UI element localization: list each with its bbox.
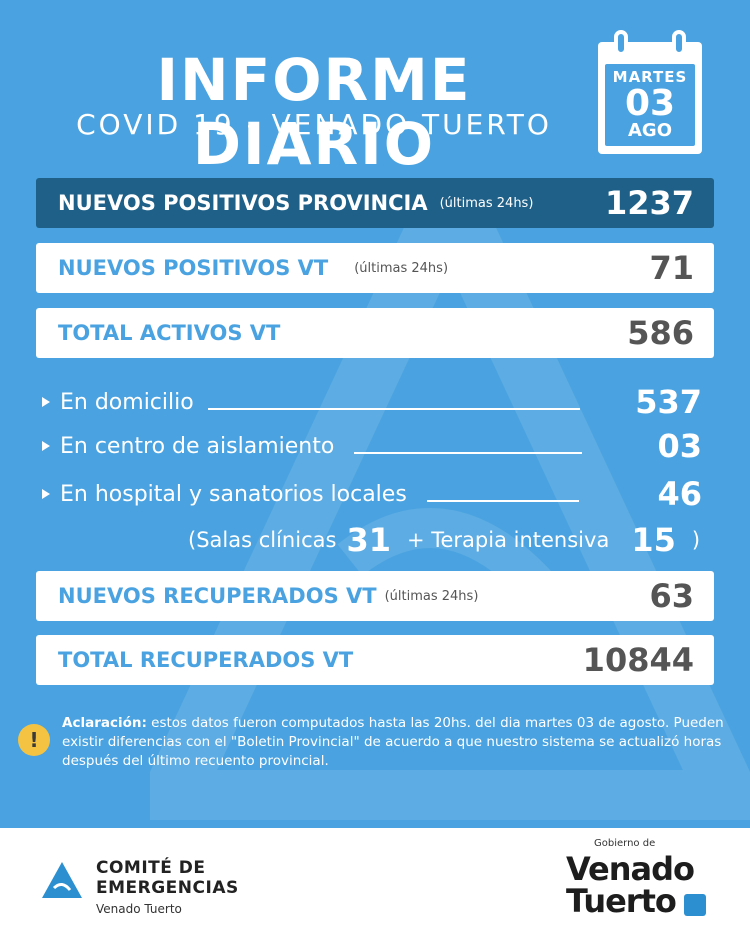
bar-label: TOTAL ACTIVOS VT bbox=[58, 321, 281, 345]
row-label: En hospital y sanatorios locales bbox=[60, 481, 407, 507]
calendar-date: MARTES 03 AGO bbox=[605, 64, 695, 146]
provincia-positives-bar: NUEVOS POSITIVOS PROVINCIA (últimas 24hs… bbox=[36, 178, 714, 228]
list-item: En centro de aislamiento 03 bbox=[42, 426, 702, 466]
row-value: 03 bbox=[657, 427, 702, 465]
comite-logo-icon bbox=[42, 862, 82, 898]
bar-label: TOTAL RECUPERADOS VT bbox=[58, 648, 354, 672]
calendar-day-number: 03 bbox=[624, 83, 676, 124]
leader-line bbox=[354, 452, 583, 454]
row-label: En domicilio bbox=[60, 389, 194, 415]
bar-note: (últimas 24hs) bbox=[384, 588, 479, 604]
bar-label: NUEVOS RECUPERADOS VT bbox=[58, 584, 377, 608]
detail-open: (Salas clínicas bbox=[188, 528, 337, 552]
comite-line3: Venado Tuerto bbox=[96, 902, 182, 916]
warning-icon: ! bbox=[18, 724, 50, 756]
bar-label: NUEVOS POSITIVOS PROVINCIA bbox=[58, 191, 428, 215]
calendar-ring-icon bbox=[672, 30, 686, 56]
bar-note: (últimas 24hs) bbox=[439, 195, 534, 211]
disclaimer-body: estos datos fueron computados hasta las … bbox=[62, 715, 724, 769]
calendar-day-name: MARTES bbox=[612, 68, 688, 86]
vt-badge-icon bbox=[684, 894, 706, 916]
row-value: 537 bbox=[635, 383, 702, 421]
disclaimer-text: Aclaración: estos datos fueron computado… bbox=[62, 714, 730, 771]
gobierno-logo: Gobierno de Venado Tuerto bbox=[566, 838, 716, 922]
list-item: En domicilio 537 bbox=[42, 382, 702, 422]
list-item: En hospital y sanatorios locales 46 bbox=[42, 474, 702, 514]
tuerto-label: Tuerto bbox=[566, 882, 677, 920]
infographic-panel: INFORME DIARIO COVID 19 - VENADO TUERTO … bbox=[0, 0, 750, 828]
leader-line bbox=[426, 500, 579, 502]
active-total-bar: TOTAL ACTIVOS VT 586 bbox=[36, 308, 714, 358]
detail-close: ) bbox=[691, 528, 701, 552]
page-subtitle: COVID 19 - VENADO TUERTO bbox=[76, 108, 552, 141]
row-value: 46 bbox=[657, 475, 702, 513]
bar-value: 10844 bbox=[582, 641, 694, 679]
page-title: INFORME DIARIO bbox=[156, 46, 472, 178]
row-label: En centro de aislamiento bbox=[60, 433, 335, 459]
venado-label: Venado bbox=[566, 850, 695, 888]
comite-logo: COMITÉ DE EMERGENCIAS Venado Tuerto bbox=[40, 854, 270, 924]
disclaimer-lead: Aclaración: bbox=[62, 715, 147, 731]
bar-label: NUEVOS POSITIVOS VT bbox=[58, 256, 329, 280]
bar-note: (últimas 24hs) bbox=[354, 260, 449, 276]
bullet-icon bbox=[42, 397, 50, 407]
bar-value: 71 bbox=[649, 249, 694, 287]
leader-line bbox=[207, 408, 580, 410]
bullet-icon bbox=[42, 489, 50, 499]
bar-value: 1237 bbox=[604, 184, 694, 222]
gobierno-label: Gobierno de bbox=[594, 838, 656, 849]
calendar-ring-icon bbox=[614, 30, 628, 56]
bar-value: 63 bbox=[649, 577, 694, 615]
salas-value: 31 bbox=[346, 521, 391, 559]
recovered-total-bar: TOTAL RECUPERADOS VT 10844 bbox=[36, 635, 714, 685]
terapia-value: 15 bbox=[631, 521, 676, 559]
detail-plus: + Terapia intensiva bbox=[406, 528, 610, 552]
calendar-icon: MARTES 03 AGO bbox=[598, 30, 702, 154]
vt-positives-bar: NUEVOS POSITIVOS VT (últimas 24hs) 71 bbox=[36, 243, 714, 293]
comite-line2: EMERGENCIAS bbox=[96, 878, 239, 898]
bar-value: 586 bbox=[627, 314, 694, 352]
bullet-icon bbox=[42, 441, 50, 451]
recovered-new-bar: NUEVOS RECUPERADOS VT (últimas 24hs) 63 bbox=[36, 571, 714, 621]
calendar-month: AGO bbox=[627, 120, 672, 141]
comite-line1: COMITÉ DE bbox=[96, 858, 206, 878]
hospital-detail: (Salas clínicas 31 + Terapia intensiva 1… bbox=[188, 518, 728, 562]
